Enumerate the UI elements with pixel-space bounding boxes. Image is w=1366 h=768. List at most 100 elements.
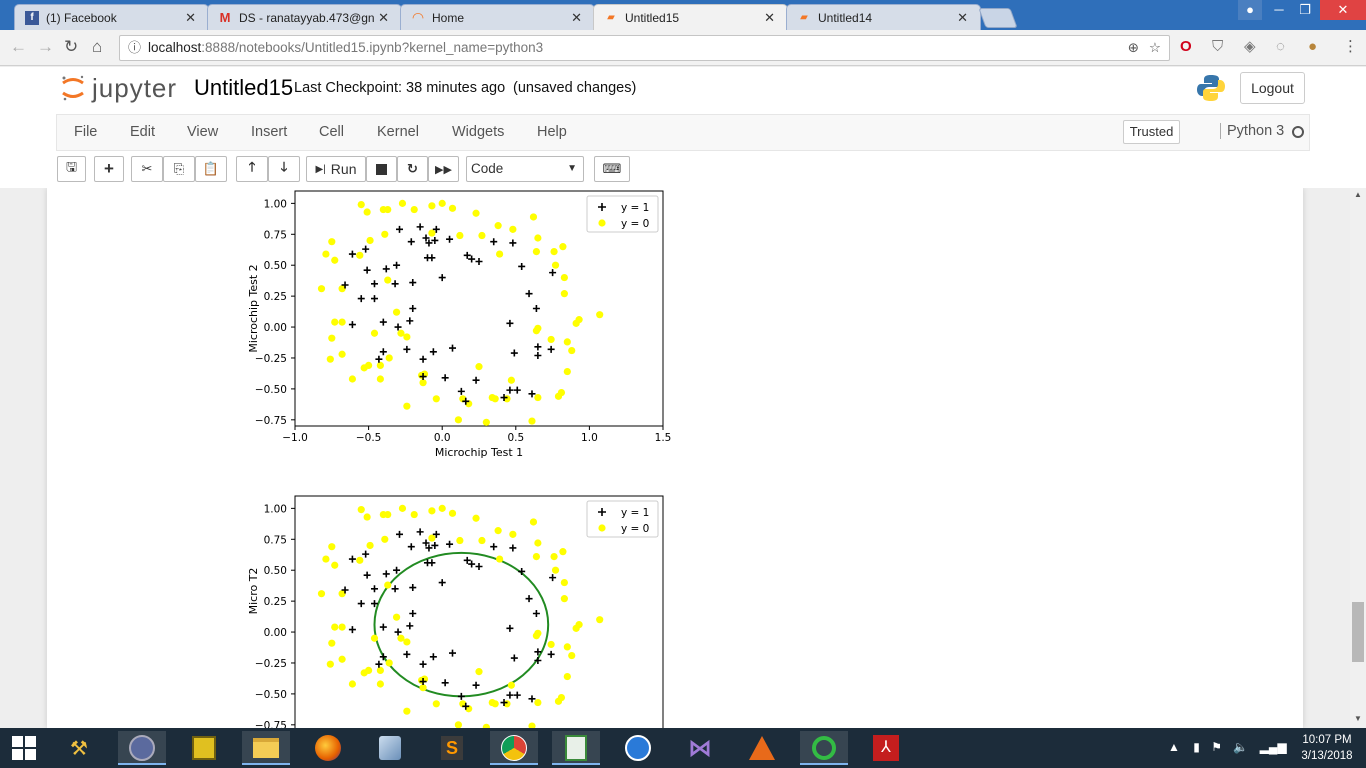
close-icon[interactable]: ✕ — [185, 10, 196, 25]
menu-bar: File Edit View Insert Cell Kernel Widget… — [56, 114, 1310, 151]
address-bar[interactable]: ⓘ localhost:8888/notebooks/Untitled15.ip… — [119, 35, 1170, 61]
taskbar-app[interactable] — [118, 731, 166, 765]
taskbar-app[interactable]: ⅄ — [862, 731, 910, 765]
jupyter-logo[interactable]: jupyter — [60, 72, 177, 104]
close-icon[interactable]: ✕ — [571, 10, 582, 25]
taskbar-app[interactable] — [180, 731, 228, 765]
menu-help[interactable]: Help — [537, 124, 567, 140]
reload-icon[interactable]: ↻ — [64, 37, 79, 56]
close-icon[interactable]: ✕ — [764, 10, 775, 25]
taskbar-app[interactable] — [304, 731, 352, 765]
bookmark-star-icon[interactable]: ☆ — [1148, 40, 1161, 55]
taskbar-app[interactable] — [738, 731, 786, 765]
tab-facebook[interactable]: f (1) Facebook ✕ — [14, 4, 209, 30]
trusted-indicator[interactable]: Trusted — [1123, 120, 1180, 144]
data-point-y0 — [357, 201, 365, 209]
data-point-y1 — [428, 559, 436, 567]
tab-untitled15[interactable]: ▰ Untitled15 ✕ — [593, 4, 788, 30]
menu-view[interactable]: View — [187, 124, 219, 140]
data-point-y1 — [409, 279, 417, 287]
scrollbar-thumb[interactable] — [1352, 602, 1364, 662]
logout-button[interactable]: Logout — [1240, 72, 1305, 104]
menu-widgets[interactable]: Widgets — [452, 124, 505, 140]
menu-kernel[interactable]: Kernel — [377, 124, 419, 140]
data-point-y0 — [410, 205, 418, 214]
data-point-y0 — [331, 561, 339, 569]
data-point-y1 — [513, 691, 521, 699]
copy-button[interactable]: ⎘ — [163, 156, 195, 182]
taskbar-app[interactable]: ⋈ — [676, 731, 724, 765]
taskbar-app[interactable] — [614, 731, 662, 765]
cell-type-select[interactable]: Code ▼ — [466, 156, 584, 182]
signal-icon[interactable]: ▂▄▆ — [1259, 740, 1287, 754]
restart-button[interactable]: ↻ — [397, 156, 428, 182]
menu-file[interactable]: File — [74, 124, 98, 140]
cookie-icon[interactable]: ● — [1308, 38, 1318, 55]
scroll-down-icon[interactable]: ▼ — [1354, 714, 1362, 723]
battery-icon[interactable]: ▮ — [1193, 740, 1200, 754]
command-palette-button[interactable]: ⌨ — [594, 156, 630, 182]
menu-cell[interactable]: Cell — [319, 124, 344, 140]
y-tick-label: −0.25 — [255, 658, 287, 670]
taskbar-app[interactable] — [366, 731, 414, 765]
tab-gmail[interactable]: M DS - ranatayyab.473@gn ✕ — [207, 4, 402, 30]
tab-untitled14[interactable]: ▰ Untitled14 ✕ — [786, 4, 981, 30]
data-point-y1 — [534, 343, 542, 351]
start-button[interactable] — [0, 731, 48, 765]
forward-icon[interactable]: → — [37, 37, 54, 56]
taskbar-app[interactable]: ⚒ — [55, 731, 103, 765]
restore-button[interactable]: ❐ — [1299, 2, 1311, 17]
data-point-y0 — [534, 324, 542, 332]
network-tray-icon[interactable]: ⚑ — [1211, 740, 1222, 754]
chevron-up-icon[interactable]: ▲ — [1168, 740, 1180, 754]
interrupt-button[interactable] — [366, 156, 397, 182]
extension-icon[interactable]: ◈ — [1244, 38, 1256, 55]
tab-home[interactable]: ◠ Home ✕ — [400, 4, 595, 30]
home-icon[interactable]: ⌂ — [92, 37, 103, 56]
taskbar-app[interactable] — [552, 731, 600, 765]
volume-icon[interactable]: 🔈 — [1233, 740, 1249, 754]
paste-button[interactable]: 📋 — [195, 156, 227, 182]
menu-edit[interactable]: Edit — [130, 124, 155, 140]
taskbar-app[interactable] — [490, 731, 538, 765]
data-point-y1 — [513, 386, 521, 394]
insert-cell-button[interactable]: + — [94, 156, 124, 182]
move-up-button[interactable]: 🡑 — [236, 156, 268, 182]
close-icon[interactable]: ✕ — [378, 10, 389, 25]
move-down-button[interactable]: 🡓 — [268, 156, 300, 182]
zoom-icon[interactable]: ⊕ — [1127, 40, 1139, 55]
system-tray[interactable]: ▲ ▮ ⚑ 🔈 ▂▄▆ — [1168, 740, 1287, 754]
opera-icon[interactable]: O — [1180, 38, 1192, 55]
taskbar-app[interactable] — [242, 731, 290, 765]
extension-icon[interactable]: ◌ — [1276, 38, 1285, 55]
shield-icon[interactable]: ⛉ — [1212, 38, 1224, 55]
kernel-name[interactable]: Python 3 — [1220, 123, 1284, 139]
data-point-y1 — [396, 225, 404, 233]
gmail-icon: M — [219, 10, 231, 25]
scroll-up-icon[interactable]: ▲ — [1354, 190, 1362, 199]
data-point-y0 — [494, 222, 502, 230]
cut-button[interactable]: ✂ — [131, 156, 163, 182]
save-button[interactable]: 🖫 — [57, 156, 86, 182]
menu-insert[interactable]: Insert — [251, 124, 288, 140]
data-point-y0 — [428, 229, 436, 237]
vertical-scrollbar[interactable]: ▲ ▼ — [1350, 188, 1366, 728]
info-icon[interactable]: ⓘ — [128, 40, 142, 55]
run-button[interactable]: ▶| Run — [306, 156, 366, 182]
new-tab-button[interactable] — [978, 8, 1018, 28]
close-icon[interactable]: ✕ — [957, 10, 968, 25]
data-point-y1 — [382, 265, 390, 273]
close-window-button[interactable]: ✕ — [1320, 0, 1366, 20]
menu-dots-icon[interactable]: ⋮ — [1343, 38, 1358, 55]
clock[interactable]: 10:07 PM 3/13/2018 — [1290, 732, 1364, 764]
back-icon[interactable]: ← — [10, 37, 27, 56]
data-point-y0 — [560, 273, 568, 282]
tab-title: Untitled15 — [625, 10, 680, 25]
taskbar-app[interactable] — [800, 731, 848, 765]
taskbar-app[interactable]: S — [428, 731, 476, 765]
data-point-y0 — [432, 395, 440, 403]
profile-icon[interactable]: ● — [1238, 0, 1262, 20]
restart-run-all-button[interactable]: ▶▶ — [428, 156, 459, 182]
notebook-name[interactable]: Untitled15 — [194, 75, 294, 100]
minimize-button[interactable]: ─ — [1274, 2, 1284, 17]
